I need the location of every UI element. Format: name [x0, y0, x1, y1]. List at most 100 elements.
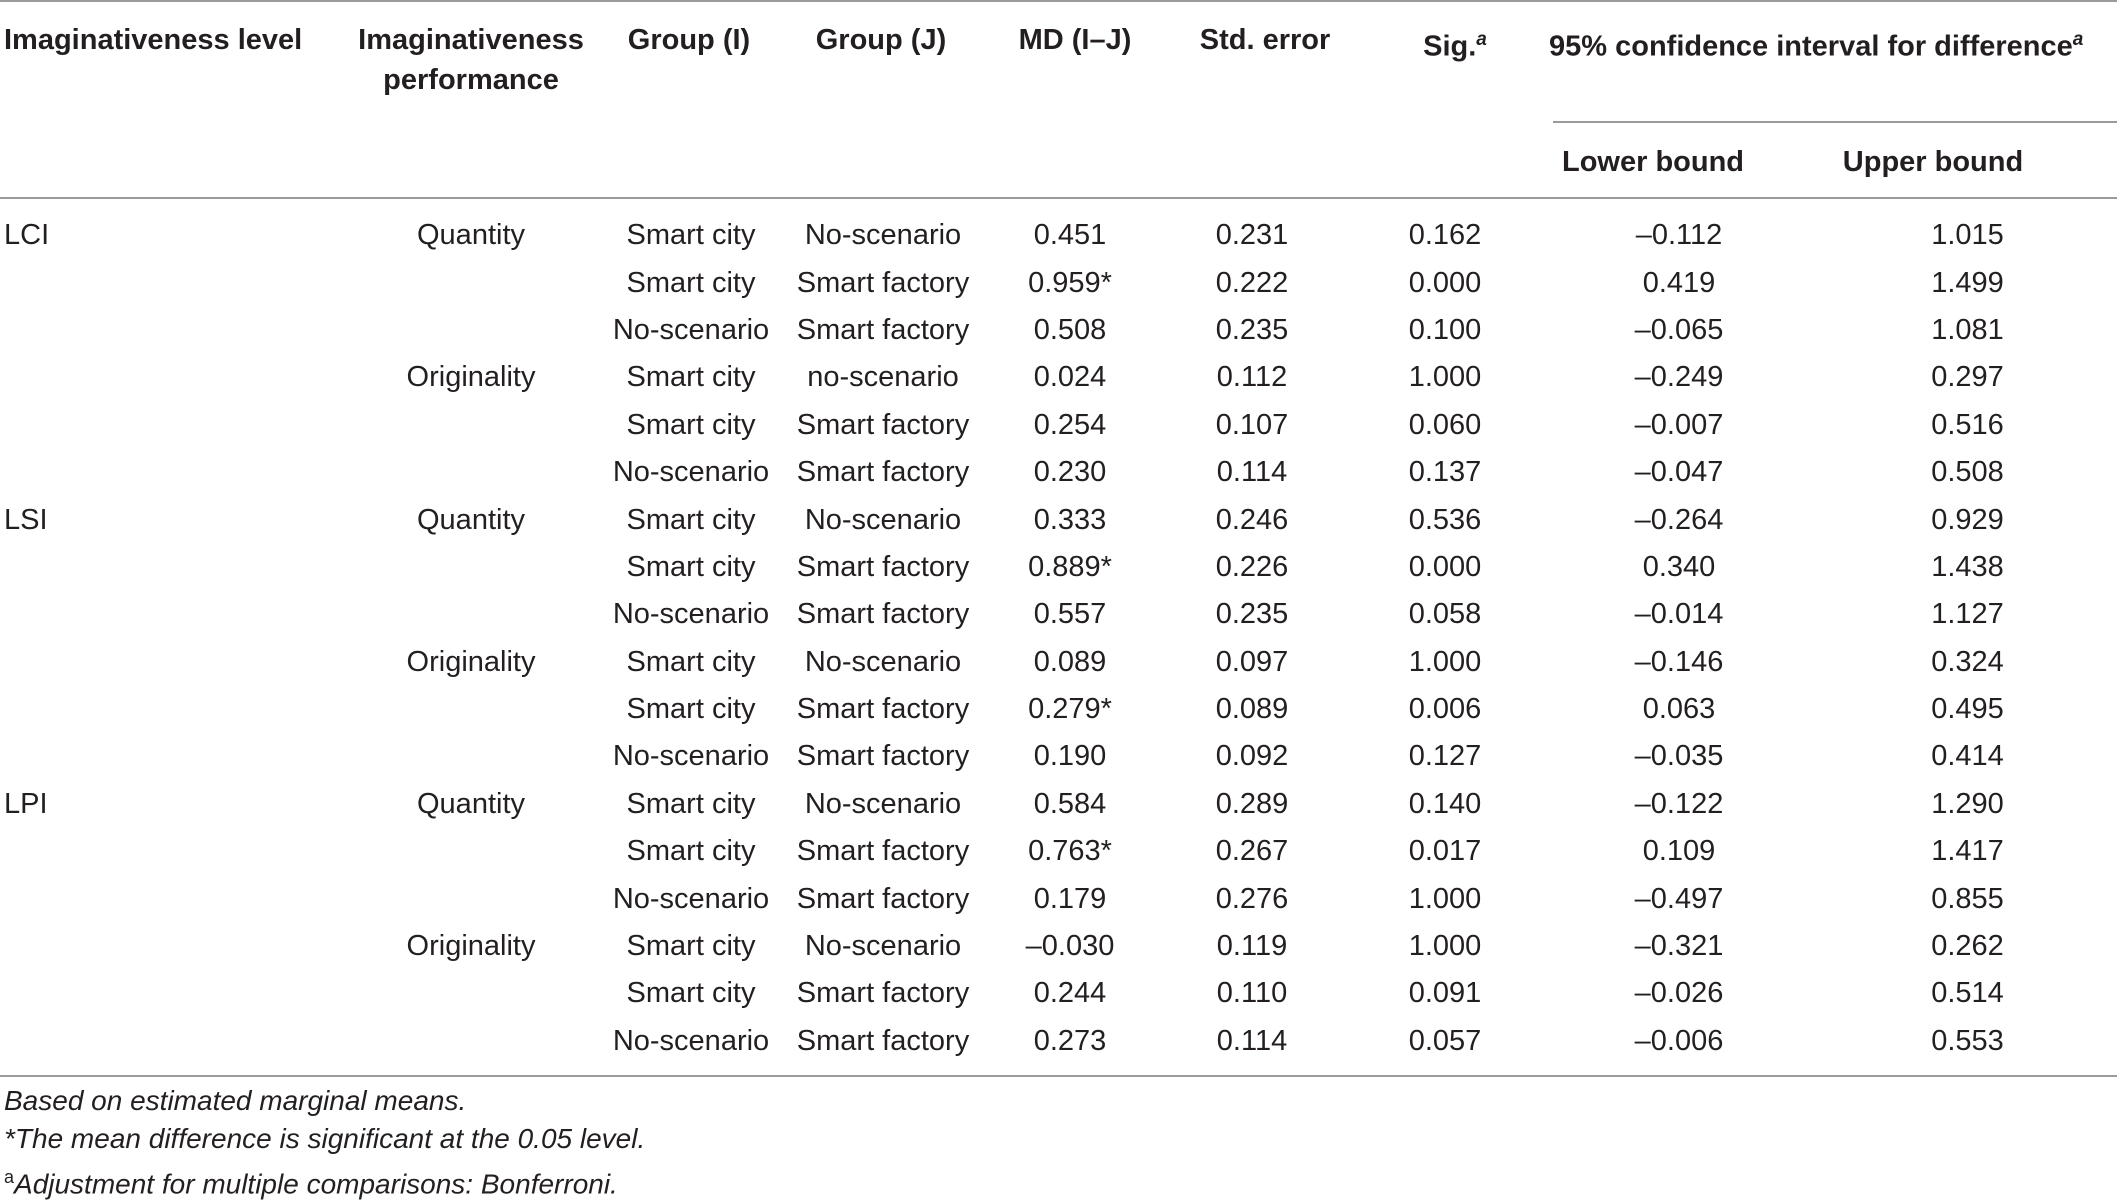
cell-level — [0, 402, 340, 449]
cell-upper-bound: 1.499 — [1931, 266, 2004, 299]
cell-level — [0, 970, 340, 1017]
cell-group-i: Smart city — [626, 930, 756, 963]
cell-group-j: No-scenario — [804, 787, 962, 820]
cell-std-error: 0.246 — [1215, 503, 1289, 536]
cell-group-j: No-scenario — [804, 219, 962, 252]
cell-lower-bound: –0.026 — [1634, 977, 1724, 1010]
cell-group-i: No-scenario — [612, 456, 770, 489]
table-row: Smart city Smart factory 0.959* 0.222 0.000 0… — [0, 259, 2117, 306]
note-bonferroni: aAdjustment for multiple comparisons: Bo… — [4, 1158, 645, 1203]
cell-performance — [340, 733, 602, 780]
header-std-error: Std. error — [1199, 24, 1331, 56]
cell-lower-bound: –0.146 — [1634, 645, 1724, 678]
cell-md: 0.889* — [1028, 550, 1112, 583]
cell-lower-bound: 0.109 — [1642, 835, 1716, 868]
cell-md: 0.451 — [1033, 219, 1107, 252]
cell-upper-bound: 0.508 — [1931, 456, 2004, 489]
cell-std-error: 0.092 — [1215, 740, 1289, 773]
cell-lower-bound: –0.006 — [1634, 1024, 1724, 1057]
cell-group-j: Smart factory — [796, 550, 970, 583]
cell-group-i: No-scenario — [612, 882, 770, 915]
bottom-rule — [0, 1075, 2117, 1077]
cell-group-j: Smart factory — [796, 266, 970, 299]
cell-level — [0, 259, 340, 306]
table-notes: Based on estimated marginal means. *The … — [4, 1082, 645, 1203]
cell-group-j: Smart factory — [796, 456, 970, 489]
header-upper: Upper bound — [1842, 146, 2024, 178]
cell-level — [0, 354, 340, 401]
cell-group-i: Smart city — [626, 977, 756, 1010]
cell-md: 0.254 — [1033, 408, 1107, 441]
cell-group-i: Smart city — [626, 787, 756, 820]
cell-lower-bound: –0.264 — [1634, 503, 1724, 536]
cell-group-j: Smart factory — [796, 693, 970, 726]
top-rule — [0, 0, 2117, 2]
cell-lower-bound: –0.112 — [1635, 219, 1723, 252]
cell-std-error: 0.289 — [1215, 787, 1289, 820]
header-rule — [0, 197, 2117, 199]
table-row: Smart city Smart factory 0.279* 0.089 0.006 0… — [0, 686, 2117, 733]
cell-sig: 1.000 — [1408, 882, 1482, 915]
table-row: Smart city Smart factory 0.889* 0.226 0.000 0… — [0, 544, 2117, 591]
cell-md: 0.763* — [1028, 835, 1112, 868]
cell-md: 0.508 — [1033, 313, 1107, 346]
cell-group-i: No-scenario — [612, 740, 770, 773]
cell-upper-bound: 1.417 — [1931, 835, 2004, 868]
cell-upper-bound: 1.438 — [1931, 550, 2004, 583]
table-row: No-scenario Smart factory 0.508 0.235 0.100 –… — [0, 307, 2117, 354]
cell-level: LCI — [4, 219, 50, 252]
cell-std-error: 0.222 — [1215, 266, 1289, 299]
cell-level — [0, 686, 340, 733]
cell-performance — [340, 970, 602, 1017]
cell-sig: 0.137 — [1408, 456, 1482, 489]
cell-upper-bound: 0.297 — [1931, 361, 2004, 394]
cell-md: 0.584 — [1033, 787, 1107, 820]
cell-performance — [340, 259, 602, 306]
cell-performance — [340, 307, 602, 354]
cell-md: 0.273 — [1033, 1024, 1107, 1057]
cell-upper-bound: 0.855 — [1931, 882, 2004, 915]
cell-level: LSI — [4, 503, 48, 536]
cell-sig: 0.091 — [1408, 977, 1482, 1010]
cell-group-j: Smart factory — [796, 740, 970, 773]
note-significance: *The mean difference is significant at t… — [4, 1123, 646, 1154]
cell-group-j: Smart factory — [796, 598, 970, 631]
cell-upper-bound: 0.553 — [1931, 1024, 2004, 1057]
cell-sig: 0.057 — [1408, 1024, 1482, 1057]
cell-sig: 0.000 — [1408, 550, 1482, 583]
cell-level — [0, 1018, 340, 1065]
cell-performance: Quantity — [417, 787, 525, 820]
table-row: No-scenario Smart factory 0.273 0.114 0.057 –… — [0, 1018, 2117, 1065]
cell-md: 0.557 — [1033, 598, 1107, 631]
note-marginal-means: Based on estimated marginal means. — [4, 1085, 467, 1116]
cell-upper-bound: 0.262 — [1931, 930, 2004, 963]
table-row: No-scenario Smart factory 0.179 0.276 1.000 –… — [0, 875, 2117, 922]
cell-level — [0, 733, 340, 780]
header-level: Imaginativeness level — [4, 24, 303, 56]
header-md: MD (I–J) — [1018, 24, 1132, 56]
cell-sig: 0.536 — [1408, 503, 1482, 536]
cell-performance — [340, 402, 602, 449]
cell-sig: 0.162 — [1408, 219, 1482, 252]
cell-lower-bound: –0.249 — [1634, 361, 1724, 394]
cell-lower-bound: 0.340 — [1642, 550, 1716, 583]
cell-upper-bound: 1.015 — [1931, 219, 2004, 252]
cell-std-error: 0.089 — [1215, 693, 1289, 726]
cell-md: 0.089 — [1033, 645, 1107, 678]
cell-std-error: 0.267 — [1215, 835, 1289, 868]
cell-group-j: no-scenario — [807, 361, 959, 394]
ci-rule — [1553, 121, 2117, 123]
cell-group-j: Smart factory — [796, 835, 970, 868]
cell-lower-bound: –0.007 — [1634, 408, 1724, 441]
cell-sig: 1.000 — [1408, 645, 1482, 678]
cell-upper-bound: 0.495 — [1931, 693, 2004, 726]
cell-level — [0, 639, 340, 686]
cell-upper-bound: 0.929 — [1931, 503, 2004, 536]
header-group-i: Group (I) — [627, 24, 751, 56]
table-row: LPI Quantity Smart city No-scenario 0.584 0.2… — [0, 781, 2117, 828]
note-bonferroni-text: Adjustment for multiple comparisons: Bon… — [14, 1168, 618, 1200]
cell-performance — [340, 591, 602, 638]
cell-group-j: Smart factory — [796, 408, 970, 441]
cell-group-i: Smart city — [626, 266, 756, 299]
cell-performance — [340, 686, 602, 733]
